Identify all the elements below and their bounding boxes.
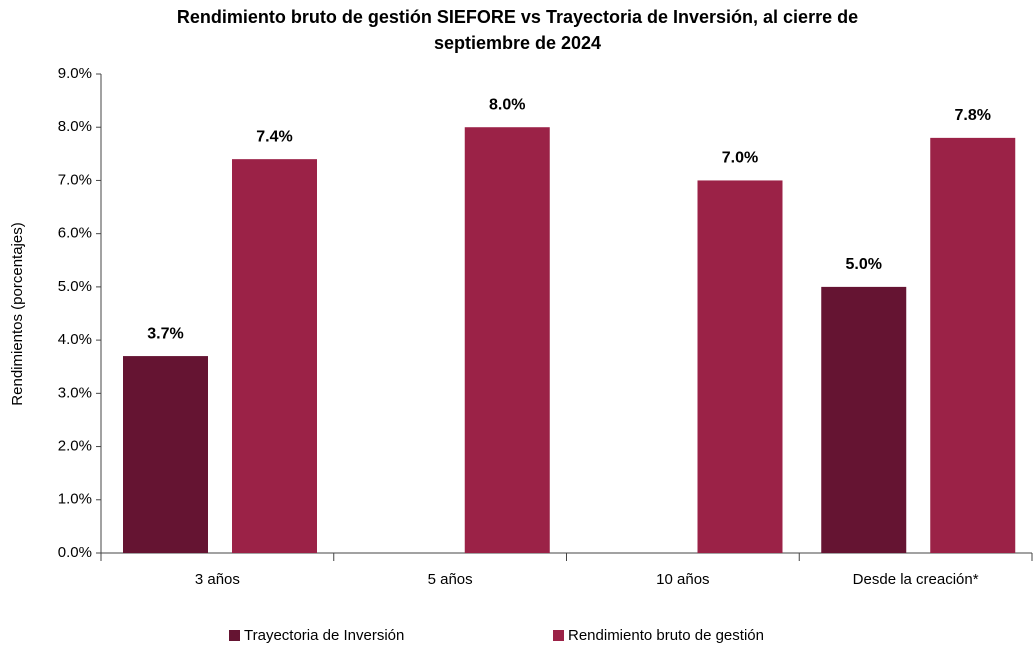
legend-swatch [229,630,240,641]
x-tick-label: 3 años [195,571,240,588]
y-axis-label: Rendimientos (porcentajes) [9,222,26,405]
value-label: 7.0% [722,150,758,167]
bar [123,356,208,553]
chart-title: Rendimiento bruto de gestión SIEFORE vs … [176,7,859,53]
bar [697,180,783,553]
y-tick-label: 3.0% [58,384,92,401]
value-label: 3.7% [147,325,183,342]
y-tick-label: 2.0% [58,438,92,455]
legend-label: Trayectoria de Inversión [244,627,404,644]
y-tick-label: 7.0% [58,171,92,188]
y-tick-label: 0.0% [58,544,92,561]
value-label: 7.4% [256,128,292,145]
x-tick-label: 10 años [656,571,709,588]
bar [821,286,907,553]
bar [930,137,1016,553]
bar [464,127,550,553]
y-tick-label: 9.0% [58,65,92,82]
bar [232,159,317,553]
y-tick-label: 4.0% [58,331,92,348]
x-tick-label: Desde la creación* [853,571,979,588]
y-tick-label: 6.0% [58,225,92,242]
value-label: 8.0% [489,96,525,113]
value-label: 5.0% [846,256,882,273]
y-tick-label: 5.0% [58,278,92,295]
legend-swatch [553,630,564,641]
y-tick-label: 1.0% [58,491,92,508]
legend-label: Rendimiento bruto de gestión [568,627,764,644]
y-tick-label: 8.0% [58,118,92,135]
value-label: 7.8% [955,107,991,124]
x-tick-label: 5 años [428,571,473,588]
